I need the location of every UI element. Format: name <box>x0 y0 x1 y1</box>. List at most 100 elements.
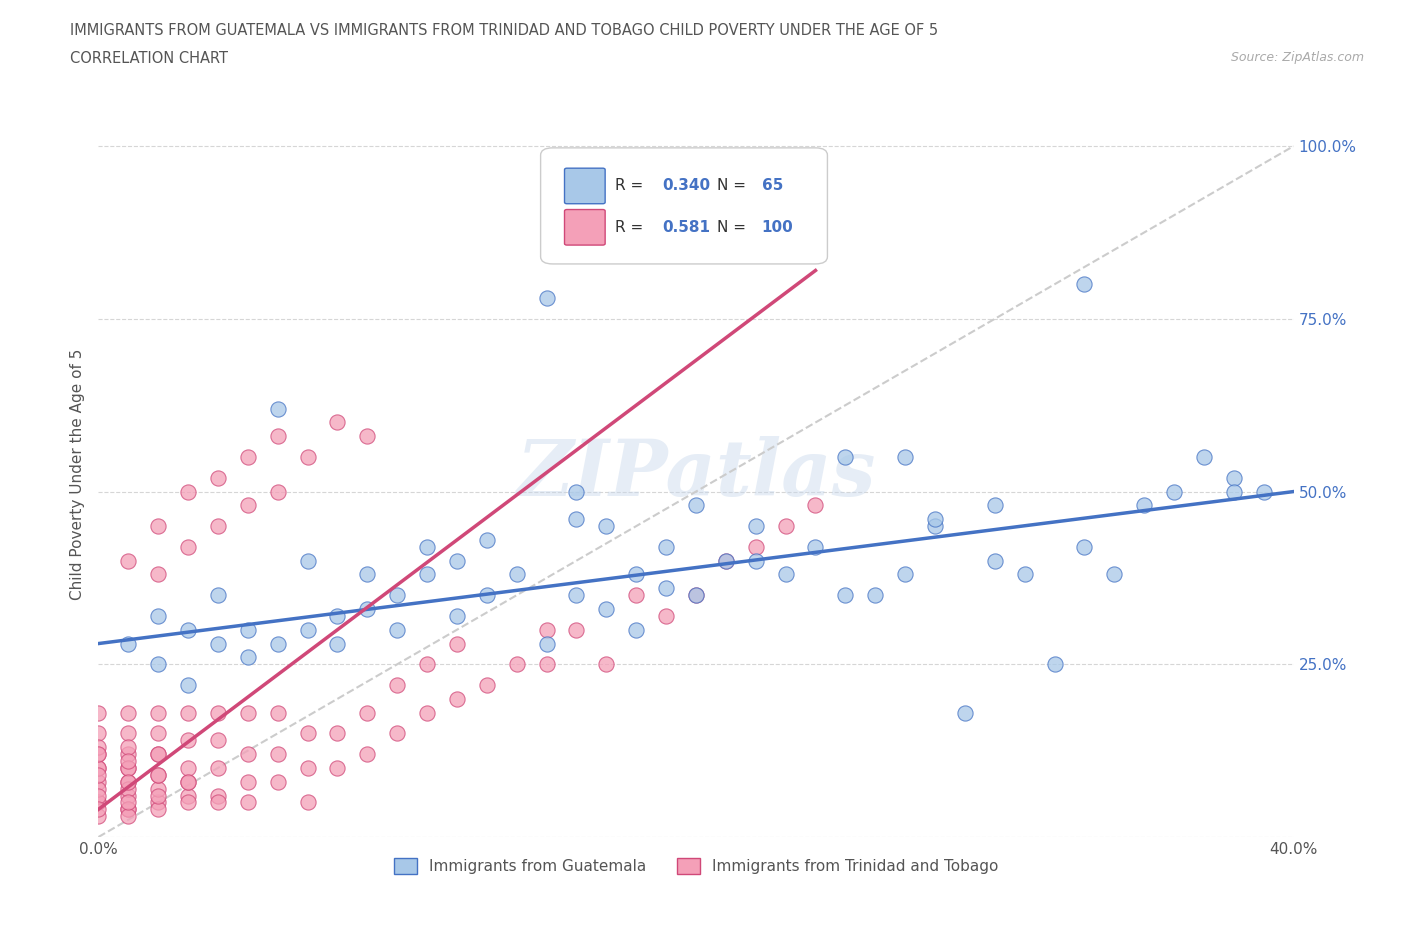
Point <box>297 761 319 776</box>
Point <box>87 809 110 824</box>
Point <box>267 747 290 762</box>
Point <box>297 726 319 741</box>
Point <box>87 705 110 720</box>
Point <box>655 608 678 623</box>
Point <box>565 588 588 603</box>
Point <box>356 705 378 720</box>
Point <box>745 519 768 534</box>
Point <box>356 429 378 444</box>
Point <box>924 512 946 526</box>
Point <box>87 761 110 776</box>
Point <box>148 657 170 671</box>
Point <box>326 415 349 430</box>
Point <box>1163 485 1185 499</box>
Point <box>207 705 229 720</box>
Point <box>655 581 678 596</box>
Point <box>685 588 707 603</box>
Point <box>117 726 139 741</box>
Text: IMMIGRANTS FROM GUATEMALA VS IMMIGRANTS FROM TRINIDAD AND TOBAGO CHILD POVERTY U: IMMIGRANTS FROM GUATEMALA VS IMMIGRANTS … <box>70 23 938 38</box>
Point <box>117 739 139 754</box>
Point <box>207 795 229 810</box>
Point <box>207 588 229 603</box>
Point <box>236 795 259 810</box>
Point <box>326 608 349 623</box>
Point <box>117 802 139 817</box>
Point <box>148 726 170 741</box>
Point <box>87 781 110 796</box>
Point <box>894 449 917 464</box>
Point <box>117 781 139 796</box>
Point <box>1014 567 1036 582</box>
Point <box>207 636 229 651</box>
Point <box>177 775 200 790</box>
Point <box>1223 471 1246 485</box>
Text: N =: N = <box>717 220 751 235</box>
Point <box>655 539 678 554</box>
Point <box>236 449 259 464</box>
Point <box>148 788 170 803</box>
Point <box>714 553 737 568</box>
Point <box>148 795 170 810</box>
Point <box>267 401 290 416</box>
Text: 0.581: 0.581 <box>662 220 710 235</box>
Point <box>148 519 170 534</box>
Point <box>87 795 110 810</box>
Point <box>148 705 170 720</box>
Point <box>148 802 170 817</box>
Point <box>117 636 139 651</box>
Point <box>236 622 259 637</box>
Point <box>207 519 229 534</box>
Point <box>148 747 170 762</box>
Point <box>356 567 378 582</box>
Text: R =: R = <box>614 178 648 193</box>
Point <box>475 678 498 693</box>
Point <box>1073 539 1095 554</box>
Point <box>685 588 707 603</box>
Point <box>595 519 617 534</box>
Point <box>595 657 617 671</box>
Point <box>87 795 110 810</box>
Point <box>475 588 498 603</box>
Point <box>236 705 259 720</box>
Point <box>177 788 200 803</box>
Point <box>87 775 110 790</box>
FancyBboxPatch shape <box>541 148 827 264</box>
Point <box>475 533 498 548</box>
Point <box>87 726 110 741</box>
Point <box>117 775 139 790</box>
Point <box>685 498 707 512</box>
Point <box>207 761 229 776</box>
Point <box>416 539 439 554</box>
Point <box>177 539 200 554</box>
Point <box>177 485 200 499</box>
Point <box>536 636 558 651</box>
Point <box>775 567 797 582</box>
Point <box>356 747 378 762</box>
Point <box>207 733 229 748</box>
Legend: Immigrants from Guatemala, Immigrants from Trinidad and Tobago: Immigrants from Guatemala, Immigrants fr… <box>388 852 1004 880</box>
Point <box>87 802 110 817</box>
Point <box>297 795 319 810</box>
Point <box>117 553 139 568</box>
Point <box>804 194 827 209</box>
Point <box>416 657 439 671</box>
Point <box>536 657 558 671</box>
Point <box>804 539 827 554</box>
Point <box>177 705 200 720</box>
Point <box>446 636 468 651</box>
Point <box>446 553 468 568</box>
Point <box>267 485 290 499</box>
Text: Source: ZipAtlas.com: Source: ZipAtlas.com <box>1230 51 1364 64</box>
Point <box>87 788 110 803</box>
Text: 65: 65 <box>762 178 783 193</box>
Point <box>117 795 139 810</box>
Text: R =: R = <box>614 220 648 235</box>
Text: ZIPatlas: ZIPatlas <box>516 436 876 512</box>
Point <box>565 512 588 526</box>
Point <box>834 449 856 464</box>
FancyBboxPatch shape <box>565 168 605 204</box>
Point <box>446 691 468 706</box>
Point <box>87 761 110 776</box>
Point <box>326 726 349 741</box>
Point <box>416 567 439 582</box>
